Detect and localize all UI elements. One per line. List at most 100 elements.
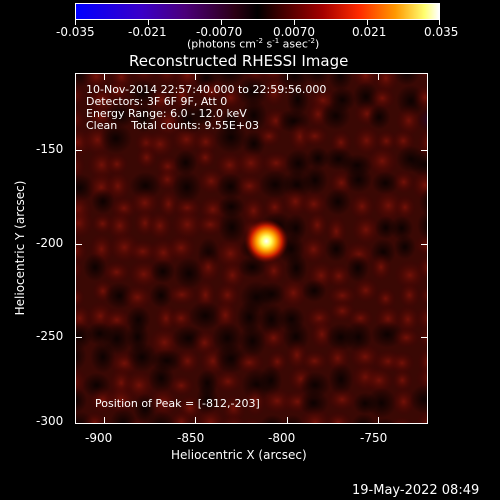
heatmap-fluctuation [149,282,173,309]
heatmap-fluctuation [128,187,161,218]
heatmap-fluctuation [258,170,292,199]
colorbar-tick-label: -0.035 [56,25,95,39]
x-tick-label: -900 [85,431,113,445]
heatmap-fluctuation [240,98,268,133]
heatmap-fluctuation [255,125,283,148]
heatmap-fluctuation [101,260,132,284]
heatmap-fluctuation [391,367,414,393]
units-text: asec [279,37,308,51]
colorbar-tick-label: 0.035 [424,25,459,39]
heatmap-fluctuation [416,107,427,133]
heatmap-fluctuation [260,151,292,176]
heatmap-fluctuation [344,166,373,193]
image-title: Reconstructed RHESSI Image [129,52,349,70]
heatmap-fluctuation [76,286,86,309]
heatmap-fluctuation [76,257,84,282]
heatmap-fluctuation [414,409,427,423]
heatmap-fluctuation [365,145,399,177]
heatmap-fluctuation [299,125,330,148]
heatmap-fluctuation [76,340,87,372]
heatmap-fluctuation [412,233,427,257]
heatmap-fluctuation [150,259,176,284]
heatmap-fluctuation [76,84,87,108]
heatmap-fluctuation [146,411,176,423]
heatmap-fluctuation [416,254,427,282]
heatmap-fluctuation [366,387,397,419]
x-tick-label: -850 [177,431,205,445]
heatmap-fluctuation [257,282,286,306]
units-text: ) [314,37,320,51]
x-tick-mark [195,417,196,423]
units-text: s [262,37,273,51]
heatmap-fluctuation [416,74,427,82]
colorbar-tick-mark [367,20,368,25]
heatmap-fluctuation [233,173,266,199]
y-tick-label: -250 [36,329,64,343]
x-tick-mark [378,417,379,423]
heatmap-fluctuation [214,121,248,154]
heatmap-fluctuation [76,206,95,240]
heatmap-fluctuation [218,210,246,245]
heatmap-fluctuation [351,413,376,423]
heatmap-fluctuation [393,234,416,260]
y-tick-mark [421,150,427,151]
x-tick-mark [287,74,288,80]
colorbar-tick-mark [75,20,76,25]
heatmap-fluctuation [238,324,267,358]
heatmap-fluctuation [326,284,359,307]
heatmap-fluctuation [146,210,174,242]
heatmap-fluctuation [174,347,201,375]
heatmap-fluctuation [327,74,353,92]
timestamp: 19-May-2022 08:49 [352,483,480,498]
heatmap-fluctuation [320,101,351,131]
heatmap-fluctuation [195,250,222,284]
colorbar-tick-mark [148,20,149,25]
heatmap-fluctuation [393,74,420,86]
heatmap-fluctuation [285,252,308,284]
heatmap-fluctuation [348,191,376,222]
heatmap-fluctuation [391,326,421,349]
heatmap-fluctuation [261,256,286,285]
heatmap-fluctuation [367,104,391,130]
heatmap-fluctuation [352,277,380,304]
y-tick-mark [76,337,82,338]
heatmap-fluctuation [346,253,369,283]
heatmap-fluctuation [325,262,353,290]
heatmap-fluctuation [237,76,269,107]
heatmap-fluctuation [132,101,156,133]
colorbar [75,3,440,20]
heatmap-fluctuation [324,410,353,423]
y-tick-mark [76,244,82,245]
heatmap-fluctuation [76,236,89,266]
heatmap-fluctuation [104,384,138,416]
colorbar-units: (photons cm-2 s-1 asec-2) [187,38,319,50]
colorbar-tick-mark [439,20,440,25]
heatmap-fluctuation [165,283,199,306]
heatmap-fluctuation [173,149,198,176]
colorbar-tick-label: 0.0070 [273,25,315,39]
units-text: (photons cm [187,37,256,51]
heatmap-fluctuation [299,190,329,218]
heatmap-fluctuation [392,169,416,195]
heatmap-fluctuation [304,74,331,86]
heatmap-fluctuation [194,145,217,170]
heatmap-fluctuation [391,386,417,417]
heatmap-fluctuation [369,251,393,283]
heatmap-fluctuation [374,286,397,311]
colorbar-tick-mark [221,20,222,25]
colorbar-tick-label: -0.0070 [196,25,243,39]
x-tick-label: -800 [268,431,296,445]
heatmap-fluctuation [169,409,194,423]
heatmap-fluctuation [324,188,352,216]
info-clean-counts: Clean Total counts: 9.55E+03 [86,119,260,132]
heatmap-fluctuation [301,279,327,303]
units-exponent: -1 [272,37,280,45]
heatmap-fluctuation [234,147,268,179]
heatmap-fluctuation [172,170,202,204]
heatmap-fluctuation [147,385,179,419]
peak-source [244,219,289,264]
heatmap-fluctuation [165,233,197,263]
heatmap-fluctuation [417,210,427,241]
heatmap-fluctuation [417,284,427,307]
heatmap-fluctuation [192,102,217,126]
